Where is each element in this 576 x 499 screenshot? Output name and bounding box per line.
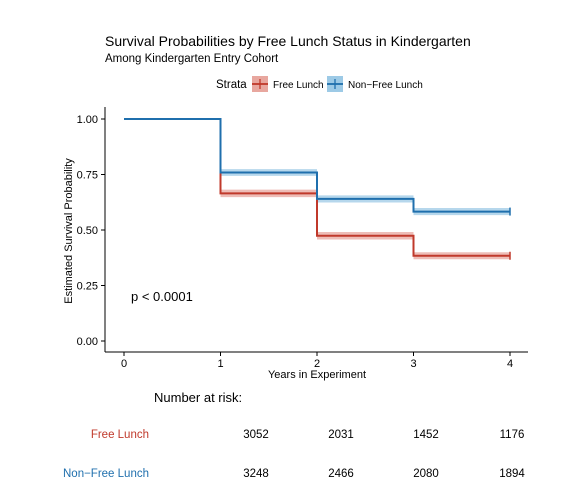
x-axis-title: Years in Experiment (268, 369, 366, 381)
risk-value: 1894 (499, 468, 525, 480)
x-tick-label: 0 (121, 358, 127, 370)
legend-label: Non−Free Lunch (348, 80, 423, 91)
plot-area: 0.00 0.25 0.50 0.75 1.00 0 1 2 3 4 (77, 107, 528, 370)
risk-table: Free Lunch 3052 2031 1452 1176 Non−Free Lunch… (63, 429, 525, 480)
chart-title: Survival Probabilities by Free Lunch Sta… (105, 33, 471, 49)
legend: Strata Free Lunch Non−Free Lunch (216, 76, 423, 92)
survival-line (124, 118, 510, 213)
risk-table-title: Number at risk: (154, 390, 242, 405)
risk-value: 1452 (413, 429, 439, 441)
x-tick-label: 1 (217, 358, 223, 370)
y-tick-label: 1.00 (77, 114, 98, 126)
x-tick-label: 2 (314, 358, 320, 370)
y-tick-label: 0.50 (77, 225, 98, 237)
legend-title: Strata (216, 79, 247, 91)
x-tick-label: 4 (507, 358, 513, 370)
risk-row-label: Free Lunch (91, 429, 149, 441)
risk-value: 3052 (243, 429, 269, 441)
risk-row-label: Non−Free Lunch (63, 468, 149, 480)
risk-value: 1176 (500, 429, 525, 441)
risk-value: 2466 (328, 468, 354, 480)
y-axis-title: Estimated Survival Probability (63, 158, 75, 304)
legend-label: Free Lunch (273, 80, 324, 91)
risk-value: 2031 (328, 429, 354, 441)
y-tick-label: 0.75 (77, 170, 98, 182)
x-tick-label: 3 (410, 358, 416, 370)
y-tick-label: 0.00 (77, 336, 98, 348)
risk-value: 2080 (413, 468, 439, 480)
chart-subtitle: Among Kindergarten Entry Cohort (105, 53, 279, 65)
risk-value: 3248 (243, 468, 269, 480)
y-tick-label: 0.25 (77, 281, 98, 293)
p-value-annotation: p < 0.0001 (131, 289, 193, 304)
